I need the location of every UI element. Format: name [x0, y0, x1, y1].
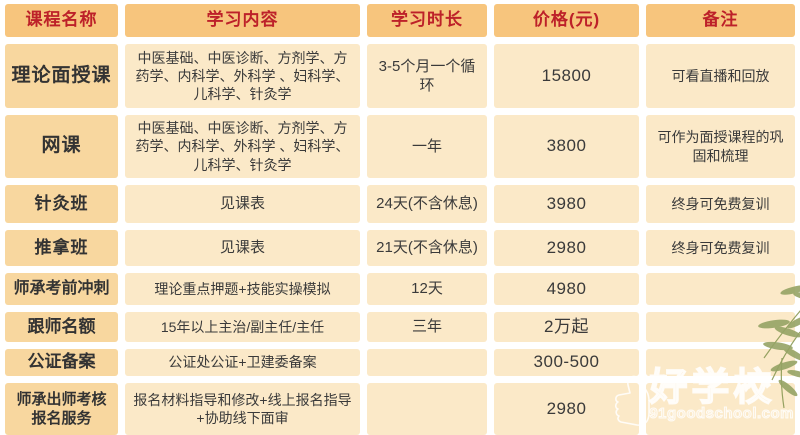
content-cell: 见课表: [125, 185, 360, 223]
column-header-duration: 学习时长: [367, 4, 487, 37]
duration-cell: 一年: [367, 115, 487, 178]
note-cell: [646, 349, 795, 376]
column-header-price: 价格(元): [494, 4, 639, 37]
duration-cell: 12天: [367, 273, 487, 305]
duration-cell: 三年: [367, 312, 487, 342]
price-cell: 2980: [494, 230, 639, 266]
content-cell: 公证处公证+卫建委备案: [125, 349, 360, 376]
content-cell: 理论重点押题+技能实操模拟: [125, 273, 360, 305]
column-header-note: 备注: [646, 4, 795, 37]
price-cell: 3800: [494, 115, 639, 178]
course-name-cell: 针灸班: [5, 185, 118, 223]
duration-cell: 21天(不含休息): [367, 230, 487, 266]
course-name-cell: 理论面授课: [5, 44, 118, 108]
price-cell: 4980: [494, 273, 639, 305]
duration-cell: [367, 349, 487, 376]
note-cell: 可看直播和回放: [646, 44, 795, 108]
content-cell: 见课表: [125, 230, 360, 266]
content-cell: 报名材料指导和修改+线上报名指导+协助线下面审: [125, 383, 360, 435]
column-header-content: 学习内容: [125, 4, 360, 37]
course-name-cell: 师承考前冲刺: [5, 273, 118, 305]
column-header-name: 课程名称: [5, 4, 118, 37]
note-cell: [646, 383, 795, 435]
note-cell: 终身可免费复训: [646, 185, 795, 223]
course-name-cell: 师承出师考核报名服务: [5, 383, 118, 435]
course-name-cell: 公证备案: [5, 349, 118, 376]
course-name-cell: 推拿班: [5, 230, 118, 266]
note-cell: [646, 273, 795, 305]
price-cell: 300-500: [494, 349, 639, 376]
content-cell: 中医基础、中医诊断、方剂学、方药学、内科学、外科学 、妇科学、儿科学、针灸学: [125, 44, 360, 108]
note-cell: 终身可免费复训: [646, 230, 795, 266]
course-name-cell: 跟师名额: [5, 312, 118, 342]
price-cell: 2万起: [494, 312, 639, 342]
price-cell: 2980: [494, 383, 639, 435]
price-cell: 3980: [494, 185, 639, 223]
price-cell: 15800: [494, 44, 639, 108]
content-cell: 15年以上主治/副主任/主任: [125, 312, 360, 342]
content-cell: 中医基础、中医诊断、方剂学、方药学、内科学、外科学 、妇科学、儿科学、针灸学: [125, 115, 360, 178]
duration-cell: 24天(不含休息): [367, 185, 487, 223]
duration-cell: 3-5个月一个循环: [367, 44, 487, 108]
note-cell: 可作为面授课程的巩固和梳理: [646, 115, 795, 178]
course-name-cell: 网课: [5, 115, 118, 178]
note-cell: [646, 312, 795, 342]
duration-cell: [367, 383, 487, 435]
